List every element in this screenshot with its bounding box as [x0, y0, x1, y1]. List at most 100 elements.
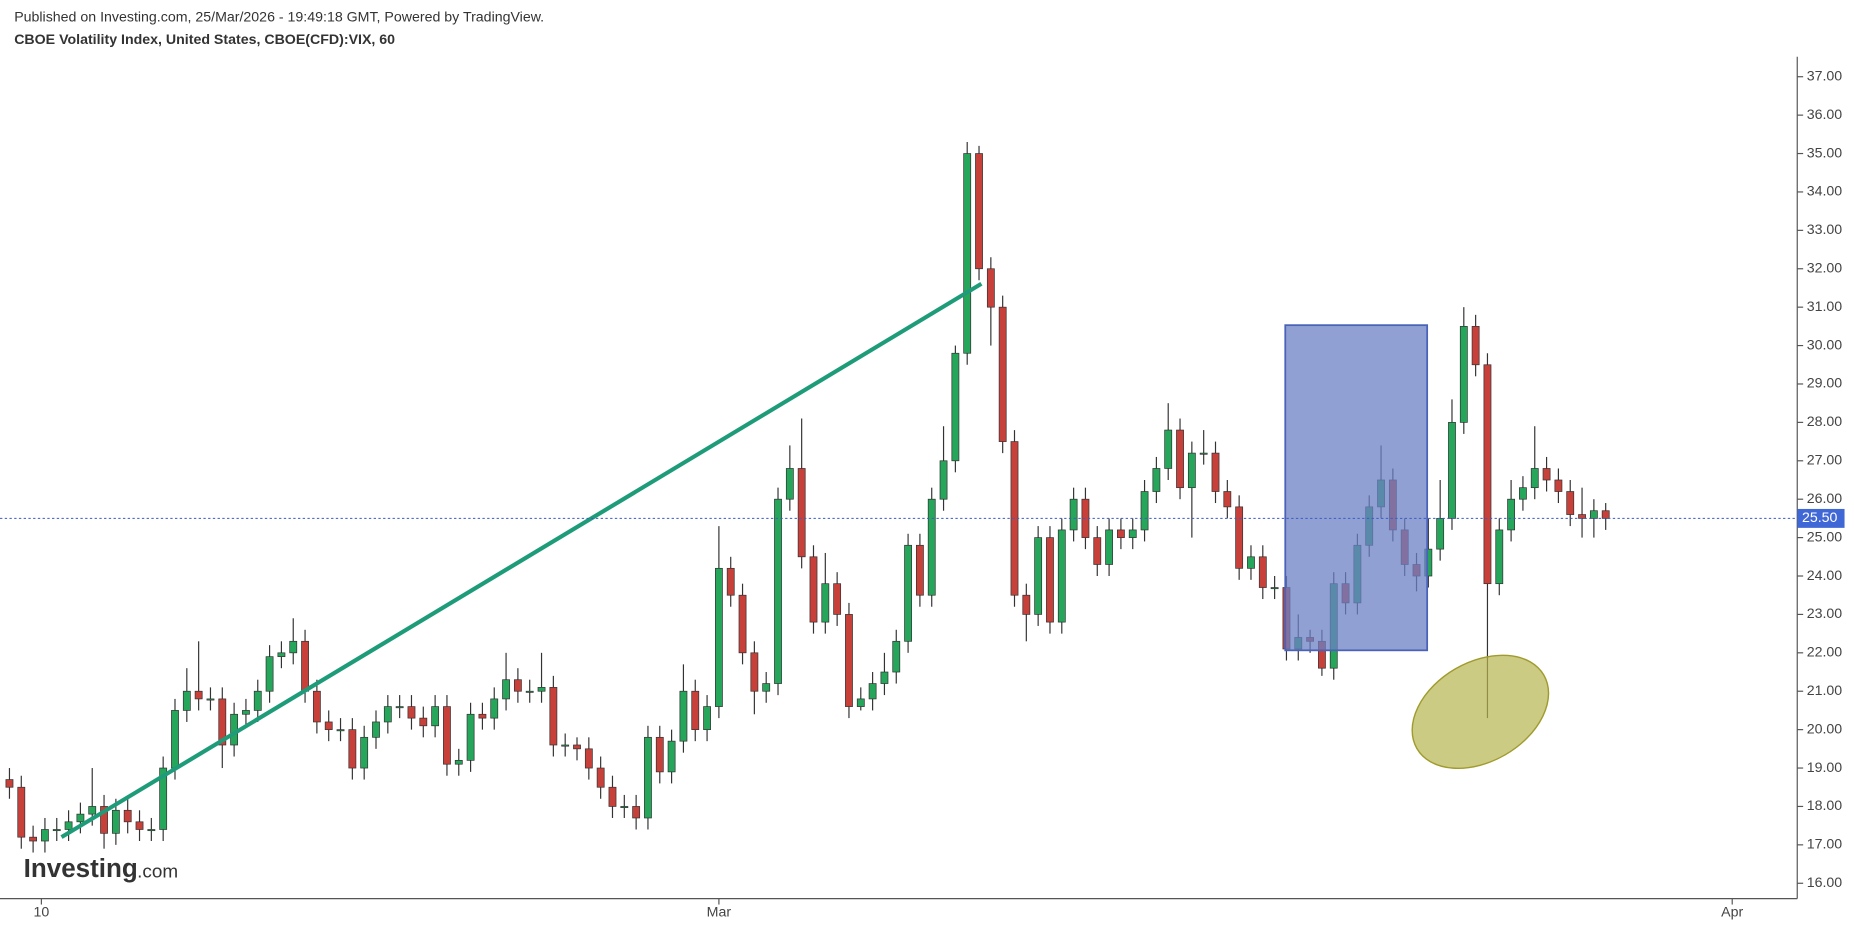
candle-body: [1554, 479, 1563, 492]
candle-body: [431, 706, 440, 727]
candle-body: [620, 806, 629, 808]
candle-body: [1176, 429, 1184, 489]
candle-body: [1566, 491, 1575, 515]
candle-body: [596, 767, 605, 788]
candle-body: [1057, 529, 1066, 623]
candle-body: [975, 153, 983, 270]
candle-body: [584, 748, 593, 769]
candle-body: [88, 806, 97, 815]
candle-body: [289, 640, 298, 654]
highlight-ellipse: [1411, 654, 1550, 770]
candle-body: [123, 809, 132, 823]
x-tick-label: 10: [34, 905, 50, 921]
y-tick-label: 34.00: [1807, 184, 1843, 200]
candle-body: [561, 744, 570, 747]
candle-body: [1069, 498, 1078, 531]
candle-body: [513, 679, 522, 692]
candle-body: [797, 468, 806, 558]
candle-body: [1187, 452, 1196, 489]
candle-body: [998, 306, 1007, 442]
candle-body: [372, 721, 380, 738]
candle-body: [1128, 529, 1137, 538]
candle-body: [1578, 514, 1586, 519]
candle-body: [1140, 491, 1149, 531]
candle-body: [395, 706, 404, 709]
candle-body: [407, 706, 416, 719]
candle-body: [821, 583, 830, 623]
y-tick-label: 29.00: [1807, 376, 1843, 392]
candle-body: [1519, 487, 1527, 500]
candle-body: [608, 786, 617, 807]
candle-body: [644, 736, 652, 819]
candle-body: [1589, 510, 1598, 519]
y-tick-label: 16.00: [1807, 875, 1843, 891]
candle-body: [1093, 537, 1102, 565]
candle-body: [1483, 364, 1492, 585]
candle-body: [360, 736, 369, 769]
candle-body: [1022, 594, 1031, 615]
candle-body: [502, 679, 510, 700]
last-price-box: [1797, 508, 1845, 528]
candle-body: [29, 836, 38, 842]
candle-body: [916, 544, 924, 596]
candle-body: [1235, 506, 1244, 569]
candle-body: [1199, 452, 1208, 455]
candle-body: [454, 760, 463, 765]
candle-body: [41, 829, 49, 842]
candle-body: [939, 460, 948, 500]
candle-body: [17, 786, 26, 838]
candle-body: [1471, 326, 1480, 366]
candle-body: [171, 710, 179, 769]
candle-body: [1495, 529, 1504, 585]
candle-body: [738, 594, 747, 654]
candle-body: [785, 468, 794, 500]
candle-body: [691, 690, 700, 730]
y-tick-label: 30.00: [1807, 337, 1843, 353]
candle-body: [868, 683, 877, 700]
candle-body: [1211, 452, 1220, 492]
highlight-box: [1284, 324, 1429, 652]
candle-body: [253, 690, 262, 711]
candle-body: [100, 806, 108, 834]
candle-body: [265, 656, 274, 692]
candle-body: [762, 683, 771, 692]
y-tick-label: 17.00: [1807, 837, 1843, 853]
candle-body: [986, 268, 995, 308]
candle-body: [845, 614, 853, 707]
candle-body: [182, 690, 191, 711]
candle-body: [537, 687, 546, 692]
candle-body: [1247, 556, 1255, 569]
candle-body: [1270, 587, 1279, 590]
candle-body: [573, 744, 581, 750]
logo: Investing .com: [24, 853, 178, 883]
candle-body: [833, 583, 842, 615]
candle-body: [667, 740, 676, 773]
y-tick-label: 25.00: [1807, 529, 1843, 545]
y-tick-label: 19.00: [1807, 760, 1843, 776]
candle-body: [679, 690, 688, 742]
candle-body: [52, 829, 61, 832]
logo-suffix: .com: [137, 862, 178, 883]
y-tick-label: 21.00: [1807, 683, 1843, 699]
candle-body: [76, 813, 85, 823]
y-tick-label: 18.00: [1807, 798, 1843, 814]
candle-body: [383, 706, 392, 723]
x-tick-label: Mar: [707, 905, 732, 921]
y-tick-label: 33.00: [1807, 222, 1843, 238]
candle-body: [490, 698, 499, 719]
candle-body: [324, 721, 333, 730]
candle-body: [64, 821, 73, 830]
y-tick-label: 36.00: [1807, 107, 1843, 123]
candle-body: [5, 779, 14, 788]
candle-body: [1530, 468, 1539, 489]
last-price-label: 25.50: [1802, 510, 1838, 526]
published-note: Published on Investing.com, 25/Mar/2026 …: [14, 9, 544, 25]
logo-text: Investing: [24, 853, 138, 883]
candle-body: [206, 698, 215, 701]
candle-body: [927, 498, 936, 596]
candle-body: [714, 567, 723, 707]
candle-body: [242, 710, 250, 715]
y-tick-label: 32.00: [1807, 261, 1843, 277]
candle-body: [856, 698, 865, 707]
